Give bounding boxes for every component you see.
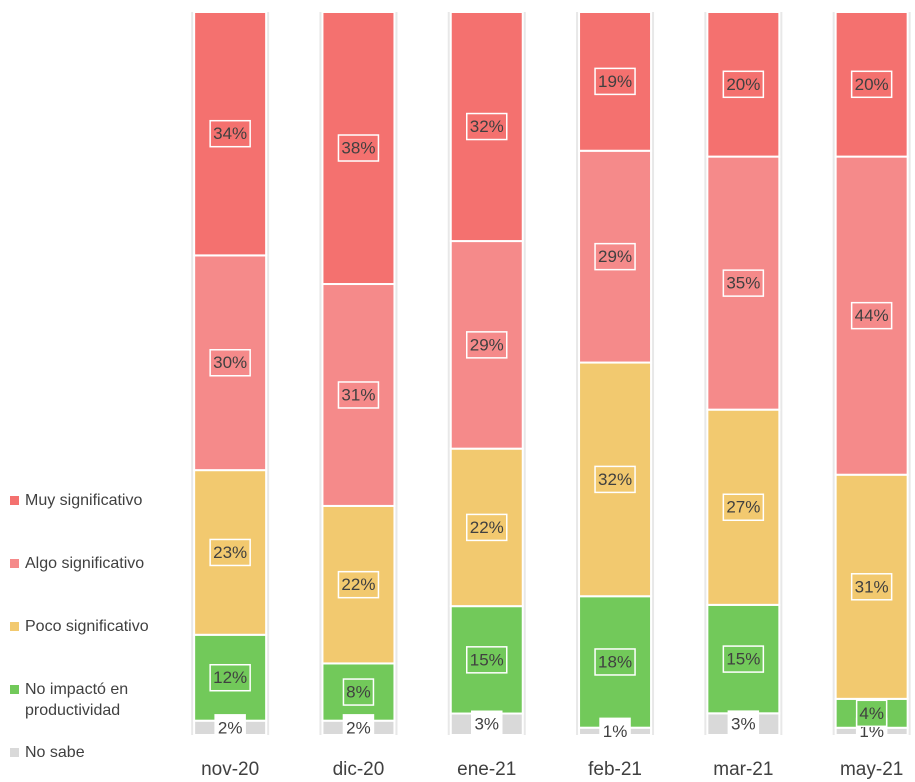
data-label-box — [594, 67, 636, 96]
legend-swatch — [10, 559, 19, 568]
data-label: 31% — [341, 385, 375, 404]
x-tick-label: mar-21 — [713, 759, 773, 780]
legend: Muy significativo Algo significativo Poco … — [10, 490, 175, 766]
legend-swatch — [10, 685, 19, 694]
data-label: 30% — [213, 353, 247, 372]
legend-label: No sabe — [25, 744, 85, 761]
legend-label: Algo significativo — [25, 555, 145, 572]
legend-item: No sabe — [10, 742, 175, 766]
x-tick-label: feb-21 — [588, 759, 642, 780]
data-label-box — [214, 714, 246, 742]
data-label: 2% — [346, 718, 371, 737]
data-label-box — [722, 493, 765, 522]
data-label-box — [466, 646, 508, 674]
data-label: 8% — [346, 683, 371, 702]
legend-item: Poco significativo — [10, 616, 175, 679]
data-label-box — [337, 381, 380, 409]
data-label-box — [599, 717, 631, 746]
legend-label: No impactó en productividad — [25, 681, 129, 719]
data-label: 3% — [474, 715, 499, 734]
data-label: 35% — [726, 274, 760, 293]
data-label-box — [850, 70, 893, 99]
data-label-box — [466, 331, 508, 359]
data-label-box — [722, 70, 765, 99]
data-label-box — [594, 648, 636, 676]
data-label: 29% — [470, 335, 504, 354]
data-label: 22% — [341, 575, 375, 594]
data-label: 31% — [855, 577, 889, 596]
data-label: 18% — [598, 652, 632, 671]
legend-item: Muy significativo — [10, 490, 175, 553]
x-tick-label: may-21 — [840, 759, 903, 780]
data-label: 2% — [218, 718, 243, 737]
data-label-box — [466, 112, 508, 141]
data-label-box — [337, 570, 380, 599]
legend-swatch — [10, 496, 19, 505]
data-label: 23% — [213, 543, 247, 562]
legend-swatch — [10, 748, 19, 757]
data-label-box — [727, 710, 760, 738]
data-label: 34% — [213, 124, 247, 143]
data-label: 3% — [731, 715, 756, 734]
data-label-box — [855, 699, 888, 728]
data-label-box — [209, 663, 251, 692]
data-label-box — [594, 465, 636, 494]
data-label-box — [722, 269, 765, 297]
legend-item: Algo significativo — [10, 553, 175, 616]
data-label: 1% — [603, 722, 628, 741]
data-label-box — [209, 349, 251, 377]
data-label-box — [850, 573, 893, 601]
data-label-box — [594, 242, 636, 271]
legend-label: Poco significativo — [25, 618, 149, 635]
data-label: 20% — [855, 75, 889, 94]
data-label-box — [342, 678, 375, 706]
data-label-box — [850, 301, 893, 330]
data-label: 15% — [470, 650, 504, 669]
data-label: 22% — [470, 518, 504, 537]
legend-label: Muy significativo — [25, 492, 143, 509]
data-label: 32% — [598, 470, 632, 489]
data-label-box — [722, 645, 765, 673]
data-label: 20% — [726, 75, 760, 94]
data-label: 27% — [726, 498, 760, 517]
data-label: 38% — [341, 138, 375, 157]
data-label-box — [337, 134, 380, 162]
data-label: 29% — [598, 247, 632, 266]
data-label: 32% — [470, 117, 504, 136]
x-tick-label: ene-21 — [457, 759, 516, 780]
x-tick-label: dic-20 — [333, 759, 385, 780]
data-label: 4% — [859, 704, 884, 723]
data-label-box — [471, 710, 503, 739]
data-label-box — [466, 513, 508, 542]
legend-item: No impactó en productividad — [10, 679, 175, 742]
legend-swatch — [10, 622, 19, 631]
data-label-box — [209, 538, 251, 567]
data-label: 15% — [726, 650, 760, 669]
x-tick-label: nov-20 — [201, 759, 259, 780]
data-label: 44% — [855, 306, 889, 325]
data-label-box — [209, 119, 251, 148]
data-label: 12% — [213, 668, 247, 687]
data-label-box — [342, 714, 375, 742]
data-label: 19% — [598, 72, 632, 91]
